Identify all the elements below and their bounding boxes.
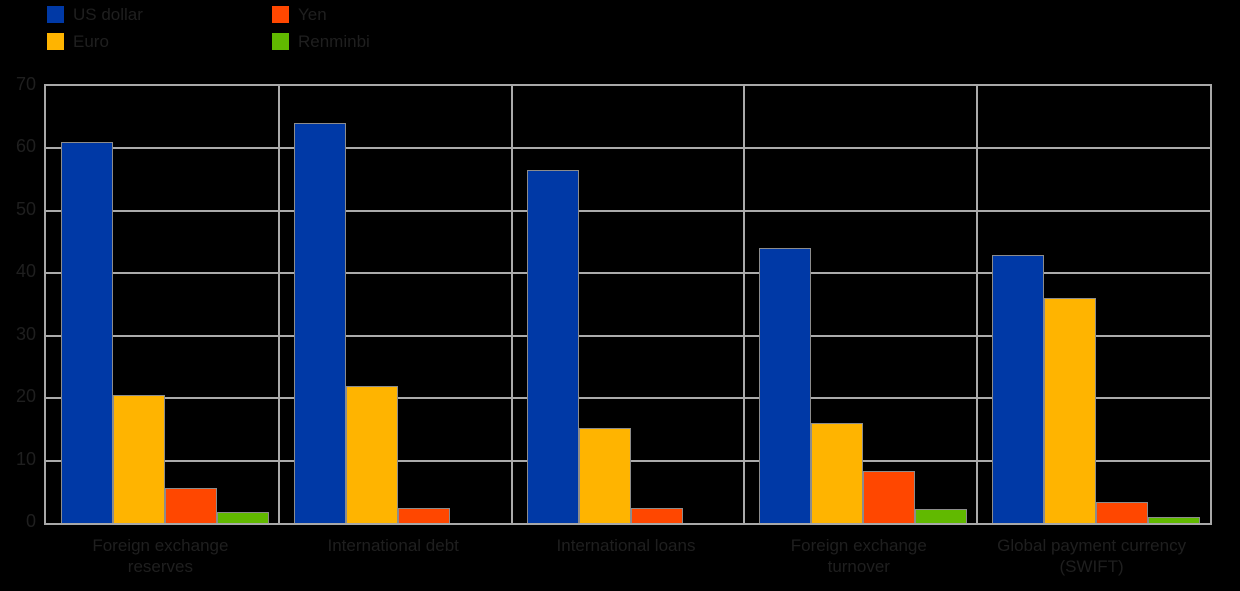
y-tick-label-30: 30 [15, 323, 36, 344]
y-tick-label-50: 50 [15, 198, 36, 219]
x-category-label-foreign-exchange: Foreign exchange reserves [92, 536, 229, 576]
plot-area [44, 84, 1212, 525]
bar-renminbi-global-payment-currency [1148, 516, 1201, 523]
bar-yen-global-payment-currency [1096, 502, 1149, 523]
yen-swatch-icon [272, 6, 289, 23]
bar-yen-foreign-exchange [863, 470, 916, 523]
bar-yen-foreign-exchange [165, 488, 217, 523]
x-category-label-global-payment-currency: Global payment currency (SWIFT) [997, 536, 1187, 576]
bar-euro-foreign-exchange [113, 395, 165, 523]
panel-divider-4 [976, 86, 979, 523]
bar-renminbi-foreign-exchange [915, 509, 968, 523]
legend-item-renminbi: Renminbi [272, 33, 370, 50]
bar-renminbi-foreign-exchange [217, 511, 269, 523]
bar-us-dollar-foreign-exchange [61, 142, 113, 523]
y-tick-label-0: 0 [25, 511, 36, 531]
y-tick-label-40: 40 [15, 261, 36, 282]
bar-yen-international-debt [397, 508, 450, 523]
legend-item-yen: Yen [272, 6, 327, 23]
renminbi-swatch-icon [272, 33, 289, 50]
bar-us-dollar-foreign-exchange [759, 248, 812, 523]
legend-label-euro: Euro [73, 32, 109, 51]
legend-label-renminbi: Renminbi [298, 32, 370, 51]
euro-swatch-icon [47, 33, 64, 50]
bar-euro-international-loans [578, 428, 631, 523]
legend-label-yen: Yen [298, 5, 327, 24]
bar-us-dollar-global-payment-currency [992, 254, 1045, 523]
bar-us-dollar-international-loans [526, 170, 579, 523]
legend-label-us-dollar: US dollar [73, 5, 143, 24]
us-dollar-swatch-icon [47, 6, 64, 23]
y-tick-label-60: 60 [15, 136, 36, 157]
gridline-y-30 [46, 334, 1210, 337]
bar-euro-foreign-exchange [811, 423, 864, 523]
x-category-label-international-debt: International debt [327, 536, 459, 555]
legend-item-euro: Euro [47, 33, 109, 50]
bar-euro-international-debt [345, 385, 398, 523]
panel-divider-3 [743, 86, 746, 523]
x-category-label-international-loans: International loans [556, 536, 696, 555]
y-tick-label-10: 10 [15, 448, 36, 469]
gridline-y-60 [46, 147, 1210, 150]
x-category-label-foreign-exchange: Foreign exchange turnover [790, 536, 927, 576]
bar-euro-global-payment-currency [1044, 298, 1097, 523]
gridline-y-50 [46, 209, 1210, 212]
y-tick-label-20: 20 [15, 386, 36, 407]
y-tick-label-70: 70 [15, 74, 36, 94]
bar-yen-international-loans [630, 508, 683, 523]
gridline-y-40 [46, 272, 1210, 275]
gridline-y-20 [46, 397, 1210, 400]
panel-divider-2 [510, 86, 513, 523]
legend-item-us-dollar: US dollar [47, 6, 143, 23]
bar-us-dollar-international-debt [293, 123, 346, 523]
panel-divider-1 [277, 86, 280, 523]
